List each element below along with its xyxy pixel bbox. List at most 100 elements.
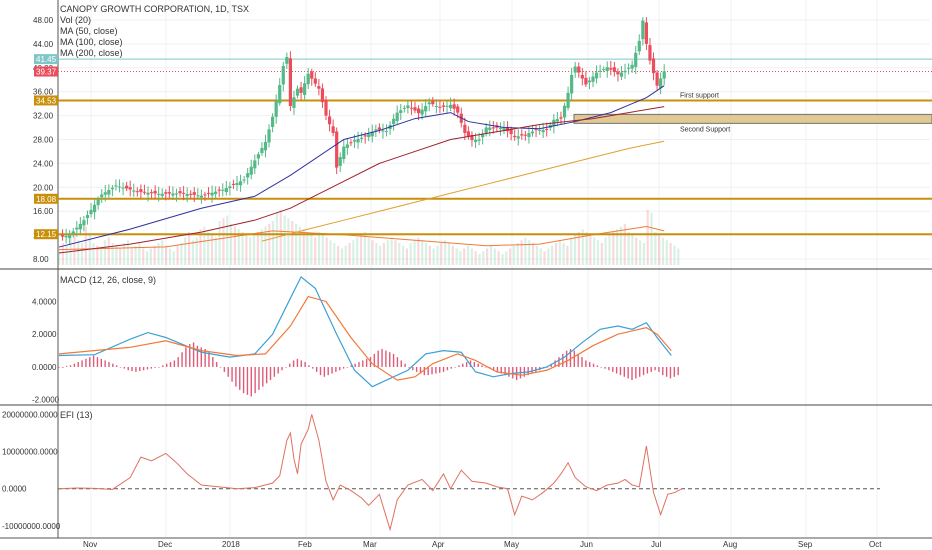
macd-hist-bar: [77, 362, 79, 367]
volume-bar: [218, 221, 221, 265]
volume-bar: [237, 229, 240, 265]
volume-bar: [516, 243, 519, 265]
volume-bar: [528, 240, 531, 265]
volume-bar: [352, 240, 355, 265]
macd-hist-bar: [527, 366, 529, 376]
volume-bar: [325, 237, 328, 265]
macd-hist-bar: [142, 366, 145, 371]
macd-hist-bar: [189, 344, 191, 367]
candle-body: [413, 107, 417, 111]
macd-hist-bar: [423, 366, 426, 376]
ma100-line: [58, 106, 665, 254]
study-ma50[interactable]: MA (50, close): [60, 26, 118, 36]
volume-bar: [642, 243, 645, 265]
volume-bar: [103, 240, 107, 265]
macd-hist-bar: [227, 366, 229, 377]
candle-body: [520, 134, 524, 136]
candle-body: [107, 189, 111, 195]
candle-body: [153, 190, 157, 194]
volume-bar: [539, 248, 542, 265]
candle-body: [591, 76, 595, 82]
price-tick-label: 8.00: [33, 255, 49, 264]
volume-bar: [585, 232, 588, 265]
macd-hist-bar: [177, 357, 179, 367]
macd-hist-bar: [196, 345, 199, 367]
macd-hist-bar: [139, 366, 141, 372]
candle-body: [149, 192, 154, 194]
volume-bar: [165, 245, 168, 265]
volume-bar: [134, 245, 137, 265]
macd-hist-bar: [508, 366, 510, 377]
volume-bar: [573, 234, 577, 265]
macd-hist-bar: [273, 366, 276, 377]
candle-body: [648, 45, 652, 61]
volume-bar: [229, 223, 233, 265]
time-tick-label: Feb: [298, 540, 312, 549]
time-tick-label: 2018: [222, 540, 240, 549]
macd-hist-bar: [415, 366, 418, 372]
candle-body: [392, 118, 396, 124]
candle-body: [331, 126, 335, 133]
volume-bar: [589, 234, 592, 265]
macd-hist-bar: [596, 365, 599, 367]
volume-bar: [80, 243, 84, 265]
candle-body: [238, 181, 243, 186]
candle-body: [356, 138, 360, 143]
study-ma100[interactable]: MA (100, close): [60, 37, 123, 47]
macd-hist-bar: [462, 363, 464, 367]
macd-hist-bar: [223, 366, 226, 372]
volume-bar: [100, 248, 103, 265]
volume-bar: [241, 232, 244, 265]
macd-hist-bar: [285, 366, 287, 368]
macd-hist-bar: [677, 366, 679, 376]
macd-hist-bar: [589, 362, 591, 367]
candle-body: [310, 71, 314, 79]
volume-bar: [333, 243, 336, 265]
macd-hist-bar: [485, 366, 487, 368]
study-vol[interactable]: Vol (20): [60, 15, 92, 25]
efi-title[interactable]: EFI (13): [60, 410, 93, 420]
macd-hist-bar: [312, 366, 314, 369]
volume-bar: [401, 245, 405, 265]
ma50-line: [58, 85, 665, 248]
macd-hist-bar: [446, 366, 449, 371]
macd-hist-bar: [354, 363, 356, 367]
volume-bar: [604, 237, 607, 265]
volume-bar: [88, 234, 91, 265]
macd-hist-bar: [169, 362, 172, 367]
support-badge-2: 18.08: [36, 195, 57, 204]
macd-hist-bar: [512, 366, 514, 379]
candle-body: [68, 235, 72, 239]
macd-hist-bar: [439, 366, 441, 373]
candle-body: [616, 71, 620, 75]
volume-bar: [520, 240, 523, 265]
study-ma200[interactable]: MA (200, close): [60, 48, 123, 58]
macd-hist-bar: [181, 352, 183, 367]
macd-hist-bar: [492, 366, 495, 371]
volume-bar: [329, 240, 332, 265]
volume-bar: [459, 251, 462, 265]
macd-line: [58, 275, 672, 388]
volume-bar: [451, 245, 454, 265]
volume-bar: [417, 237, 420, 265]
labels: 41.45 39.37 34.53 18.08 12.15 First support Se…: [34, 54, 730, 240]
volume-bar: [463, 248, 466, 265]
candle-body: [121, 187, 125, 189]
time-tick-label: Aug: [723, 540, 737, 549]
macd-hist-bar: [265, 366, 268, 384]
volume-bar: [245, 234, 248, 265]
macd-hist-bar: [419, 366, 422, 374]
candle-body: [409, 107, 414, 109]
macd-hist-bar: [254, 366, 256, 394]
macd-hist-bar: [673, 366, 676, 377]
volume-bar: [551, 245, 554, 265]
candle-body: [623, 70, 627, 73]
macd-title[interactable]: MACD (12, 26, close, 9): [60, 275, 157, 285]
volume-bar: [608, 234, 611, 265]
last-price-badge-bg: [34, 66, 58, 77]
candle-body: [263, 141, 268, 151]
ma200-line: [261, 140, 665, 242]
moving-averages: [58, 85, 665, 254]
candle-body: [114, 185, 118, 187]
